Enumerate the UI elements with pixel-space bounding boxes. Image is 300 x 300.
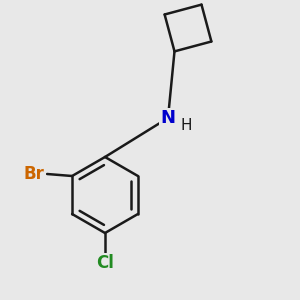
Text: N: N bbox=[160, 109, 175, 127]
Text: Cl: Cl bbox=[96, 254, 114, 272]
Text: Br: Br bbox=[24, 165, 44, 183]
Text: H: H bbox=[180, 118, 192, 134]
